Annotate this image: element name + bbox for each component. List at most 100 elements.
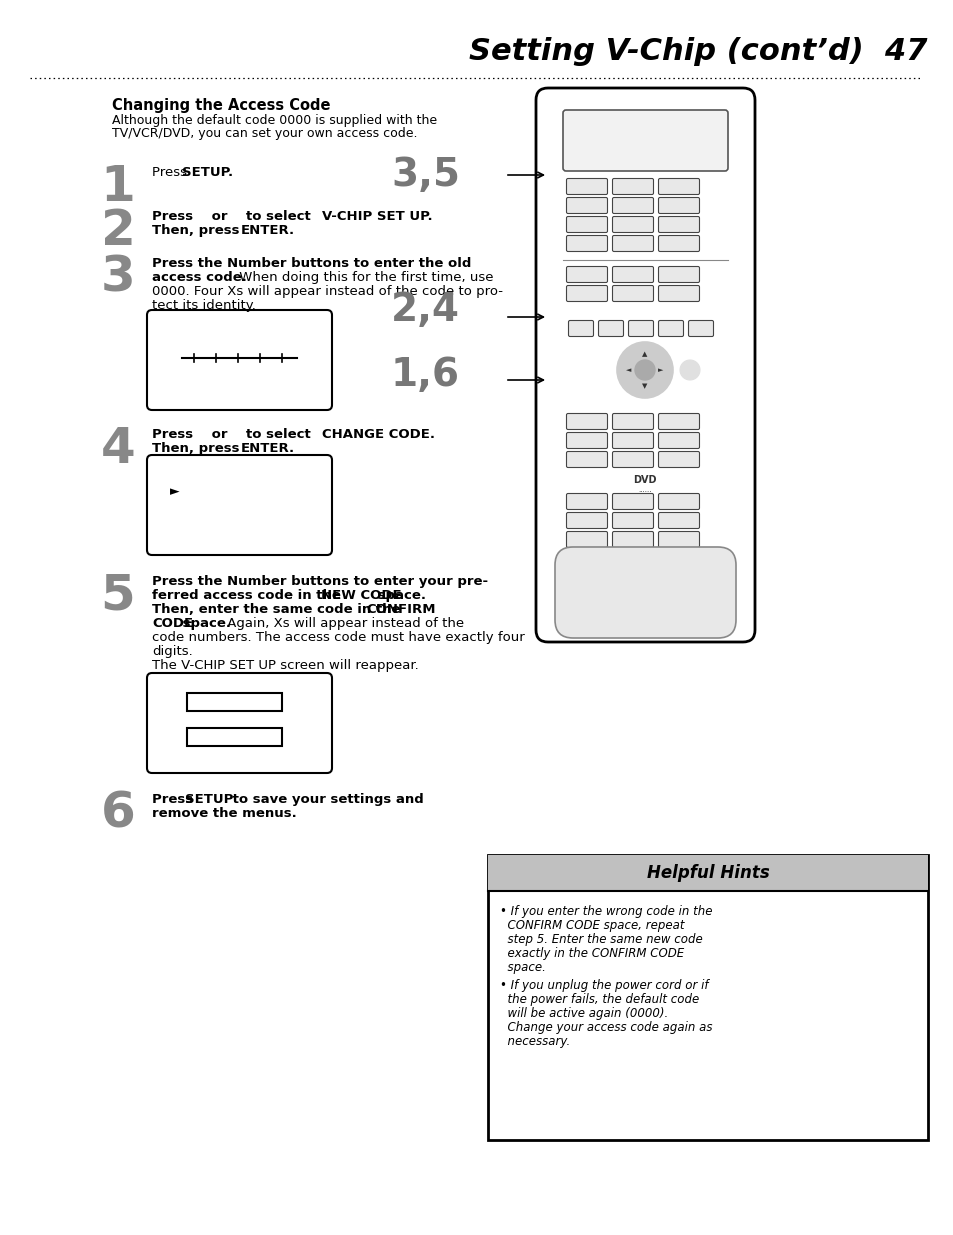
FancyBboxPatch shape xyxy=(658,513,699,529)
Text: Although the default code 0000 is supplied with the: Although the default code 0000 is suppli… xyxy=(112,114,436,127)
Text: exactly in the CONFIRM CODE: exactly in the CONFIRM CODE xyxy=(499,947,683,960)
Text: ►: ► xyxy=(658,367,663,373)
FancyBboxPatch shape xyxy=(612,216,653,232)
FancyBboxPatch shape xyxy=(658,531,699,547)
FancyBboxPatch shape xyxy=(566,285,607,301)
Circle shape xyxy=(635,359,655,380)
Bar xyxy=(488,855,927,1140)
Text: 6: 6 xyxy=(100,790,135,839)
Text: Press    or    to select: Press or to select xyxy=(152,429,315,441)
FancyBboxPatch shape xyxy=(568,321,593,336)
Text: Changing the Access Code: Changing the Access Code xyxy=(112,98,330,112)
Text: ▲: ▲ xyxy=(641,351,647,357)
FancyBboxPatch shape xyxy=(658,236,699,252)
Text: When doing this for the first time, use: When doing this for the first time, use xyxy=(234,270,493,284)
FancyBboxPatch shape xyxy=(612,179,653,194)
FancyBboxPatch shape xyxy=(598,321,623,336)
Text: space.: space. xyxy=(499,961,545,974)
FancyBboxPatch shape xyxy=(612,198,653,214)
Text: tect its identity.: tect its identity. xyxy=(152,299,255,312)
Text: 2,4: 2,4 xyxy=(391,291,459,329)
Text: NEW CODE: NEW CODE xyxy=(320,589,401,601)
FancyBboxPatch shape xyxy=(147,310,332,410)
Text: ......: ...... xyxy=(638,487,651,493)
Text: ◄: ◄ xyxy=(626,367,631,373)
FancyBboxPatch shape xyxy=(658,198,699,214)
FancyBboxPatch shape xyxy=(612,531,653,547)
Bar xyxy=(187,693,282,711)
Text: Setting V-Chip (cont’d)  47: Setting V-Chip (cont’d) 47 xyxy=(469,37,927,67)
Text: Press: Press xyxy=(152,165,191,179)
Text: ferred access code in the: ferred access code in the xyxy=(152,589,345,601)
Text: Then, press: Then, press xyxy=(152,442,244,454)
Text: V-CHIP SET UP.: V-CHIP SET UP. xyxy=(322,210,432,224)
Text: Again, Xs will appear instead of the: Again, Xs will appear instead of the xyxy=(223,618,464,630)
FancyBboxPatch shape xyxy=(628,321,653,336)
Text: access code.: access code. xyxy=(152,270,247,284)
Text: The V-CHIP SET UP screen will reappear.: The V-CHIP SET UP screen will reappear. xyxy=(152,659,418,672)
FancyBboxPatch shape xyxy=(612,236,653,252)
FancyBboxPatch shape xyxy=(658,432,699,448)
Circle shape xyxy=(679,359,700,380)
Text: CHANGE CODE.: CHANGE CODE. xyxy=(322,429,435,441)
Text: DVD: DVD xyxy=(633,475,656,485)
Text: 0000. Four Xs will appear instead of the code to pro-: 0000. Four Xs will appear instead of the… xyxy=(152,285,502,298)
FancyBboxPatch shape xyxy=(612,414,653,430)
Text: Then, press: Then, press xyxy=(152,224,244,237)
Text: remove the menus.: remove the menus. xyxy=(152,806,296,820)
Text: CONFIRM CODE space, repeat: CONFIRM CODE space, repeat xyxy=(499,919,684,932)
Text: TV/VCR/DVD, you can set your own access code.: TV/VCR/DVD, you can set your own access … xyxy=(112,127,417,140)
Text: 3,5: 3,5 xyxy=(391,156,459,194)
FancyBboxPatch shape xyxy=(658,321,682,336)
FancyBboxPatch shape xyxy=(658,216,699,232)
Circle shape xyxy=(617,342,672,398)
Text: 4: 4 xyxy=(100,425,135,473)
Text: ▼: ▼ xyxy=(641,383,647,389)
Text: digits.: digits. xyxy=(152,645,193,658)
Bar xyxy=(187,727,282,746)
FancyBboxPatch shape xyxy=(566,267,607,283)
Text: will be active again (0000).: will be active again (0000). xyxy=(499,1007,667,1020)
Text: ►: ► xyxy=(170,485,179,498)
Text: the power fails, the default code: the power fails, the default code xyxy=(499,993,699,1007)
FancyBboxPatch shape xyxy=(566,414,607,430)
FancyBboxPatch shape xyxy=(566,179,607,194)
Text: 3: 3 xyxy=(100,254,135,303)
Text: SETUP.: SETUP. xyxy=(182,165,233,179)
FancyBboxPatch shape xyxy=(566,198,607,214)
FancyBboxPatch shape xyxy=(612,432,653,448)
FancyBboxPatch shape xyxy=(566,452,607,468)
Text: ENTER.: ENTER. xyxy=(241,224,294,237)
FancyBboxPatch shape xyxy=(566,216,607,232)
FancyBboxPatch shape xyxy=(658,494,699,510)
FancyBboxPatch shape xyxy=(562,110,727,170)
Text: CONFIRM: CONFIRM xyxy=(366,603,436,616)
FancyBboxPatch shape xyxy=(688,321,713,336)
Text: 2: 2 xyxy=(100,207,135,254)
Text: 1: 1 xyxy=(100,163,135,211)
Text: to save your settings and: to save your settings and xyxy=(228,793,423,806)
FancyBboxPatch shape xyxy=(658,179,699,194)
FancyBboxPatch shape xyxy=(612,513,653,529)
FancyBboxPatch shape xyxy=(612,267,653,283)
FancyBboxPatch shape xyxy=(536,88,754,642)
FancyBboxPatch shape xyxy=(612,494,653,510)
Text: space.: space. xyxy=(373,589,426,601)
Text: CODE: CODE xyxy=(152,618,193,630)
FancyBboxPatch shape xyxy=(566,513,607,529)
Text: • If you enter the wrong code in the: • If you enter the wrong code in the xyxy=(499,905,712,918)
Text: SETUP: SETUP xyxy=(185,793,233,806)
Text: • If you unplug the power cord or if: • If you unplug the power cord or if xyxy=(499,979,708,992)
Text: Press: Press xyxy=(152,793,197,806)
FancyBboxPatch shape xyxy=(566,432,607,448)
FancyBboxPatch shape xyxy=(612,452,653,468)
Text: Change your access code again as: Change your access code again as xyxy=(499,1021,712,1034)
Text: step 5. Enter the same new code: step 5. Enter the same new code xyxy=(499,932,702,946)
FancyBboxPatch shape xyxy=(658,414,699,430)
Text: Then, enter the same code in the: Then, enter the same code in the xyxy=(152,603,405,616)
Text: Press the Number buttons to enter the old: Press the Number buttons to enter the ol… xyxy=(152,257,471,270)
FancyBboxPatch shape xyxy=(555,547,735,638)
FancyBboxPatch shape xyxy=(147,454,332,555)
FancyBboxPatch shape xyxy=(566,531,607,547)
Bar xyxy=(488,855,927,890)
